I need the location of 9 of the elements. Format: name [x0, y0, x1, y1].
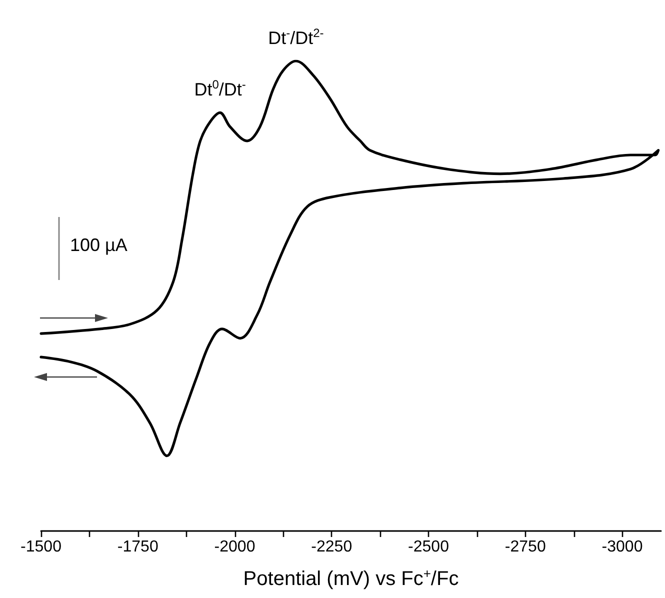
- x-tick-label: -3000: [602, 538, 643, 556]
- annotation: 100 µA: [70, 235, 128, 255]
- x-tick-label: -1500: [20, 538, 62, 556]
- x-tick-label: -2000: [214, 538, 256, 556]
- x-tick-label: -2250: [311, 538, 352, 556]
- x-tick-label: -2750: [504, 538, 546, 556]
- x-axis-title: Potential (mV) vs Fc+/Fc: [243, 566, 459, 590]
- x-tick-label: -1750: [117, 538, 158, 556]
- x-tick-label: -2500: [408, 538, 450, 556]
